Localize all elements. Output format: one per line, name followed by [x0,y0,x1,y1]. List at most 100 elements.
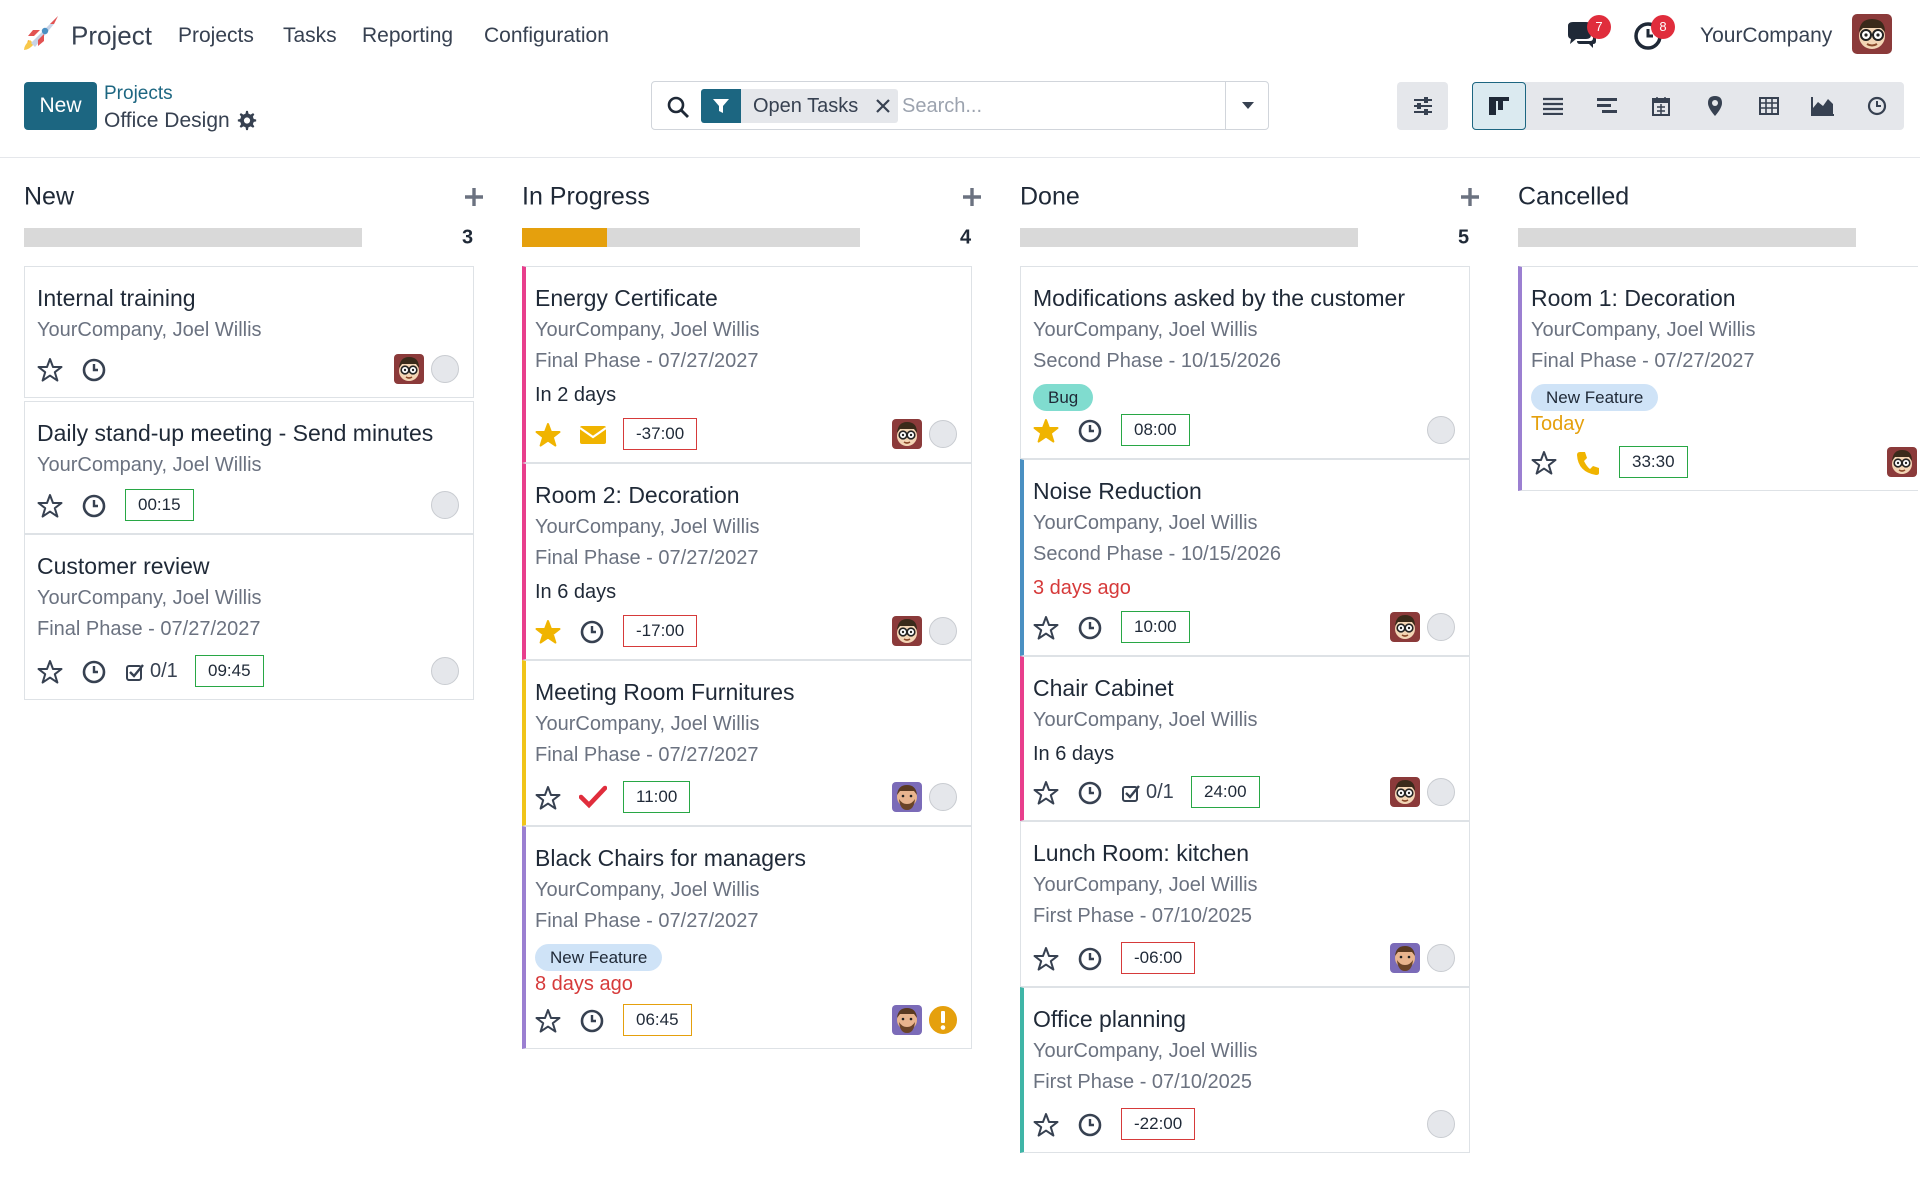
clock-icon[interactable] [1077,418,1103,444]
state-normal-icon[interactable] [929,420,957,448]
kanban-card[interactable]: Modifications asked by the customer YourC… [1020,266,1470,459]
menu-projects[interactable]: Projects [178,24,254,47]
menu-configuration[interactable]: Configuration [484,24,609,47]
clock-icon[interactable] [1077,615,1103,641]
star-icon[interactable] [1531,450,1557,476]
search-facet[interactable]: Open Tasks [701,89,899,123]
column-progress-bar[interactable] [24,228,362,247]
star-icon[interactable] [37,357,63,383]
column-progress-bar[interactable] [1518,228,1856,247]
assignee-avatar[interactable] [1390,777,1420,807]
clock-icon[interactable] [1077,946,1103,972]
star-icon[interactable] [535,619,561,645]
search-input[interactable] [902,90,1202,122]
view-list-button[interactable] [1526,82,1580,130]
column-progress-bar[interactable] [522,228,860,247]
breadcrumb-projects[interactable]: Projects [104,83,173,104]
filter-settings-button[interactable] [1397,82,1448,130]
assignee-avatar[interactable] [892,419,922,449]
clock-icon[interactable] [579,619,605,645]
clock-icon[interactable] [579,1008,605,1034]
checklist-progress[interactable]: 0/1 [1121,781,1174,804]
assignee-avatar[interactable] [1887,447,1917,477]
star-icon[interactable] [535,1008,561,1034]
clock-icon[interactable] [81,659,107,685]
star-icon[interactable] [535,422,561,448]
view-pivot-button[interactable] [1742,82,1796,130]
column-title[interactable]: New [24,182,75,211]
star-icon[interactable] [1033,1112,1059,1138]
menu-tasks[interactable]: Tasks [283,24,337,47]
messages-icon[interactable] [1564,18,1598,52]
kanban-card[interactable]: Room 1: Decoration YourCompany, Joel Will… [1518,266,1918,491]
kanban-card[interactable]: Customer review YourCompany, Joel Willis F… [24,534,474,700]
assignee-avatar[interactable] [1390,612,1420,642]
app-title[interactable]: Project [71,20,152,51]
state-normal-icon[interactable] [1427,613,1455,641]
gear-icon[interactable] [236,110,258,132]
state-normal-icon[interactable] [431,491,459,519]
state-normal-icon[interactable] [1427,944,1455,972]
kanban-card[interactable]: Energy Certificate YourCompany, Joel Will… [522,266,972,463]
star-icon[interactable] [535,785,561,811]
star-icon[interactable] [1033,418,1059,444]
assignee-avatar[interactable] [892,782,922,812]
star-icon[interactable] [1033,946,1059,972]
star-icon[interactable] [37,493,63,519]
star-icon[interactable] [1033,780,1059,806]
column-progress-bar[interactable] [1020,228,1358,247]
kanban-card[interactable]: Internal training YourCompany, Joel Willi… [24,266,474,398]
search-icon[interactable] [666,95,690,119]
state-normal-icon[interactable] [431,657,459,685]
column-title[interactable]: In Progress [522,182,650,211]
star-icon[interactable] [37,659,63,685]
kanban-card[interactable]: Daily stand-up meeting - Send minutes You… [24,401,474,534]
column-title[interactable]: Done [1020,182,1080,211]
view-map-button[interactable] [1688,82,1742,130]
assignee-avatar[interactable] [892,1005,922,1035]
menu-reporting[interactable]: Reporting [362,24,454,47]
view-graph-button[interactable] [1796,82,1850,130]
state-normal-icon[interactable] [1427,1110,1455,1138]
assignee-avatar[interactable] [892,616,922,646]
phone-icon[interactable] [1575,450,1601,476]
assignee-avatar[interactable] [394,354,424,384]
state-normal-icon[interactable] [1427,778,1455,806]
envelope-icon[interactable] [579,424,607,446]
assignee-avatar[interactable] [1390,943,1420,973]
view-activity-button[interactable] [1850,82,1904,130]
state-normal-icon[interactable] [929,783,957,811]
kanban-card[interactable]: Black Chairs for managers YourCompany, Jo… [522,826,972,1049]
new-button[interactable]: New [24,82,97,130]
add-task-icon[interactable] [1458,185,1482,209]
view-kanban-button[interactable] [1472,82,1526,130]
star-icon[interactable] [1033,615,1059,641]
clock-icon[interactable] [81,493,107,519]
search-options-toggle[interactable] [1225,82,1269,129]
kanban-card[interactable]: Noise Reduction YourCompany, Joel Willis S… [1020,459,1470,656]
kanban-card[interactable]: Office planning YourCompany, Joel Willis F… [1020,987,1470,1153]
kanban-card[interactable]: Meeting Room Furnitures YourCompany, Joel… [522,660,972,826]
clock-icon[interactable] [1077,780,1103,806]
kanban-card[interactable]: Lunch Room: kitchen YourCompany, Joel Wil… [1020,821,1470,987]
kanban-card[interactable]: Room 2: Decoration YourCompany, Joel Will… [522,463,972,660]
clock-icon[interactable] [81,357,107,383]
facet-remove-icon[interactable] [868,89,899,123]
state-normal-icon[interactable] [929,617,957,645]
user-avatar[interactable] [1852,14,1892,54]
add-task-icon[interactable] [960,185,984,209]
rocket-icon[interactable] [20,14,60,54]
state-normal-icon[interactable] [431,355,459,383]
view-calendar-button[interactable] [1634,82,1688,130]
checklist-progress[interactable]: 0/1 [125,660,178,683]
view-gantt-button[interactable] [1580,82,1634,130]
company-switcher[interactable]: YourCompany [1700,24,1833,47]
clock-icon[interactable] [1077,1112,1103,1138]
state-blocked-icon[interactable] [929,1006,957,1034]
state-normal-icon[interactable] [1427,416,1455,444]
add-task-icon[interactable] [462,185,486,209]
assignee-avatar-image [892,616,922,646]
kanban-card[interactable]: Chair Cabinet YourCompany, Joel Willis In … [1020,656,1470,821]
check-icon[interactable] [579,785,607,809]
column-title[interactable]: Cancelled [1518,182,1630,211]
